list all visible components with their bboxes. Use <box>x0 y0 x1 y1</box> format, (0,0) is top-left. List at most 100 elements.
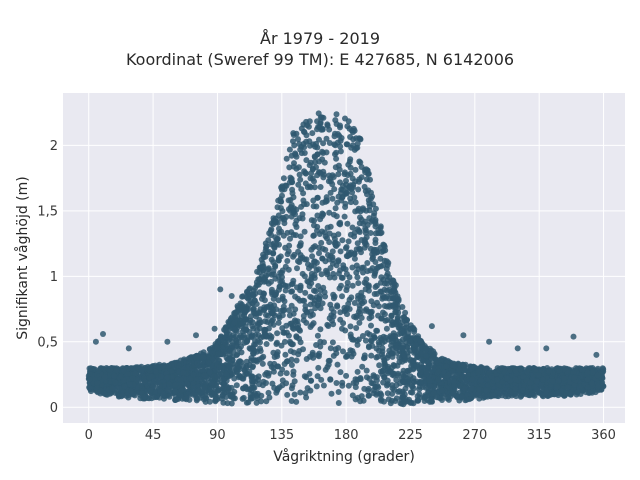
data-point <box>300 313 307 319</box>
data-point <box>296 171 303 178</box>
data-point <box>347 323 354 330</box>
data-point <box>231 388 238 395</box>
data-point <box>335 231 342 238</box>
data-point <box>312 288 319 295</box>
data-point <box>291 391 298 398</box>
data-point <box>347 331 354 338</box>
data-point <box>272 219 279 226</box>
data-point <box>300 121 307 128</box>
data-point <box>311 232 317 239</box>
data-point <box>100 331 106 337</box>
data-point <box>507 367 513 374</box>
data-point <box>573 365 579 372</box>
data-point <box>265 270 272 277</box>
data-point <box>422 368 429 375</box>
data-point <box>249 373 256 380</box>
data-point <box>266 230 273 237</box>
data-point <box>317 119 324 126</box>
data-point <box>366 200 373 207</box>
data-point <box>466 396 473 403</box>
data-point <box>205 359 212 366</box>
data-point <box>337 143 344 150</box>
data-point <box>309 322 315 328</box>
data-point <box>344 141 351 148</box>
data-point <box>303 308 310 315</box>
data-point <box>476 395 483 402</box>
data-point <box>344 311 350 318</box>
data-point <box>400 379 407 386</box>
data-point <box>307 353 313 360</box>
data-point <box>225 356 232 363</box>
data-point <box>233 382 240 389</box>
data-point <box>378 392 385 398</box>
data-point <box>589 380 595 387</box>
data-point <box>373 345 380 352</box>
data-point <box>418 361 425 368</box>
data-point <box>270 259 277 266</box>
data-point <box>293 398 300 405</box>
data-point <box>279 366 286 373</box>
x-tick-label: 270 <box>462 428 487 443</box>
data-point <box>363 276 370 283</box>
data-point <box>337 148 344 155</box>
data-point <box>194 367 200 374</box>
data-point <box>344 279 351 286</box>
data-point <box>373 391 380 398</box>
data-point <box>138 367 145 373</box>
data-point <box>568 390 574 397</box>
data-point <box>311 217 318 224</box>
data-point <box>381 374 388 381</box>
data-point <box>303 394 310 401</box>
data-point <box>402 398 409 405</box>
data-point <box>290 163 297 170</box>
data-point <box>368 308 375 315</box>
data-point <box>286 312 293 319</box>
data-point <box>412 342 419 349</box>
data-point <box>357 297 364 304</box>
data-point <box>216 364 223 371</box>
data-point <box>337 369 344 376</box>
y-axis-title: Signifikant våghöjd (m) <box>14 176 31 339</box>
data-point <box>295 164 302 171</box>
data-point <box>401 391 408 398</box>
data-point <box>247 346 254 352</box>
data-point <box>236 334 243 341</box>
data-point <box>599 379 606 386</box>
data-point <box>248 355 255 361</box>
data-point <box>396 359 403 366</box>
data-point <box>276 314 283 321</box>
data-point <box>520 373 527 380</box>
data-point <box>326 126 333 133</box>
data-point <box>97 387 104 394</box>
data-point <box>129 375 136 382</box>
data-point <box>313 267 320 274</box>
data-point <box>555 377 562 384</box>
data-point <box>470 363 477 370</box>
data-point <box>238 343 244 350</box>
data-point <box>275 273 282 280</box>
data-point <box>202 395 209 402</box>
data-point <box>395 370 401 377</box>
data-point <box>299 215 306 222</box>
data-point <box>274 330 281 337</box>
data-point <box>571 374 578 381</box>
data-point <box>263 312 269 318</box>
data-point <box>367 230 374 236</box>
data-point <box>354 368 361 375</box>
data-point <box>309 311 316 318</box>
data-point <box>389 385 396 392</box>
data-point <box>383 273 390 279</box>
data-point <box>331 186 338 193</box>
data-point <box>309 130 316 137</box>
data-point <box>302 390 309 397</box>
data-point <box>329 248 336 255</box>
data-point <box>233 352 240 359</box>
data-point <box>555 389 562 396</box>
data-point <box>584 369 591 376</box>
data-point <box>380 294 387 301</box>
data-point <box>240 293 247 300</box>
data-point <box>301 273 308 280</box>
data-point <box>527 379 534 386</box>
data-point <box>228 400 235 407</box>
